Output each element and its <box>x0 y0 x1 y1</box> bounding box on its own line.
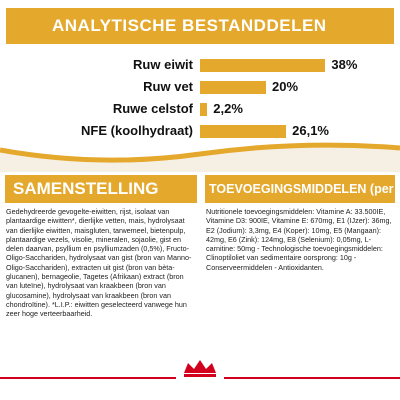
row-label: NFE (koolhydraat) <box>81 123 193 138</box>
bar <box>200 103 208 116</box>
footer <box>0 359 400 381</box>
value-label: 38% <box>331 57 358 72</box>
row-label: Ruw eiwit <box>133 57 193 72</box>
section-title: SAMENSTELLING <box>5 175 197 203</box>
value-label: 20% <box>272 79 299 94</box>
value-label: 2,2% <box>213 101 243 116</box>
additives-text: Nutritionele toevoegingsmiddelen: Vitami… <box>206 207 392 272</box>
bar <box>200 59 326 72</box>
bar <box>200 125 287 138</box>
section-title: TOEVOEGINGSMIDDELEN (per kg) <box>205 175 400 203</box>
section-title: ANALYTISCHE BESTANDDELEN <box>6 8 394 44</box>
row-label: Ruwe celstof <box>112 101 193 116</box>
wave-divider <box>0 142 400 172</box>
composition-text: Gedehydreerde gevogelte-eiwitten, rijst,… <box>6 207 192 319</box>
row-label: Ruw vet <box>143 79 193 94</box>
value-label: 26,1% <box>292 123 329 138</box>
bar <box>200 81 266 94</box>
